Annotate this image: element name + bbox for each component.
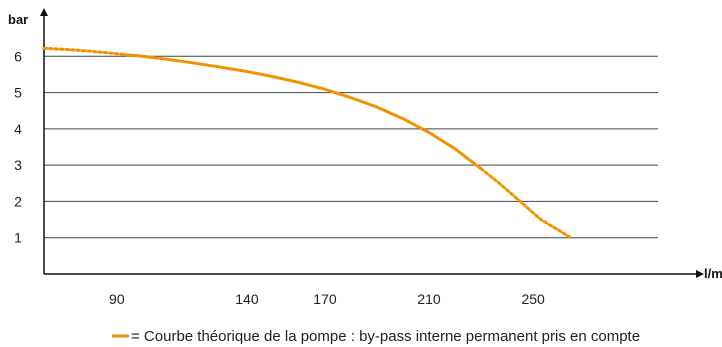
y-tick-label-2: 2 xyxy=(14,193,22,209)
x-tick-labels: 90 140 170 210 250 xyxy=(109,291,545,307)
pump-curve-solid-segment xyxy=(127,53,482,170)
x-tick-label-140: 140 xyxy=(235,291,259,307)
y-tick-label-3: 3 xyxy=(14,157,22,173)
y-tick-label-6: 6 xyxy=(14,48,22,64)
y-tick-label-5: 5 xyxy=(14,85,22,101)
y-tick-label-4: 4 xyxy=(14,121,22,137)
legend-text: = Courbe théorique de la pompe : by-pass… xyxy=(131,328,640,345)
y-axis-label: bar xyxy=(8,12,28,27)
x-tick-label-90: 90 xyxy=(109,291,125,307)
x-tick-label-250: 250 xyxy=(521,291,545,307)
axes xyxy=(40,8,704,278)
x-tick-label-210: 210 xyxy=(417,291,441,307)
y-tick-labels: 1 2 3 4 5 6 xyxy=(14,48,22,245)
grid-lines xyxy=(44,55,658,239)
y-axis-arrowhead xyxy=(40,8,48,16)
series-pump-curve xyxy=(42,46,574,241)
x-axis-label: l/min. xyxy=(704,266,722,281)
pump-curve-dotted-segment-2 xyxy=(479,167,574,241)
legend: = Courbe théorique de la pompe : by-pass… xyxy=(112,328,640,345)
y-tick-label-1: 1 xyxy=(14,230,22,246)
x-axis-arrowhead xyxy=(696,270,704,278)
pump-curve-dotted-segment-1 xyxy=(42,46,129,57)
x-tick-label-170: 170 xyxy=(313,291,337,307)
